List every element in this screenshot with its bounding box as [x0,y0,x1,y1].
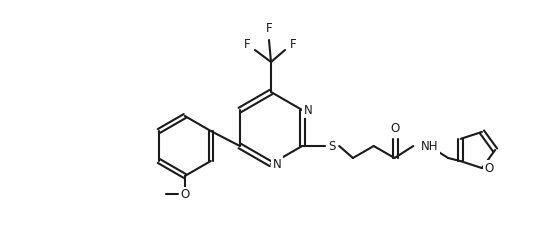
Text: F: F [244,39,250,51]
Text: S: S [329,139,336,153]
Text: O: O [180,188,190,202]
Text: N: N [272,158,281,170]
Text: F: F [266,23,272,35]
Text: NH: NH [421,139,439,153]
Text: N: N [304,104,312,116]
Text: O: O [390,123,399,135]
Text: F: F [290,39,296,51]
Text: O: O [484,162,494,174]
